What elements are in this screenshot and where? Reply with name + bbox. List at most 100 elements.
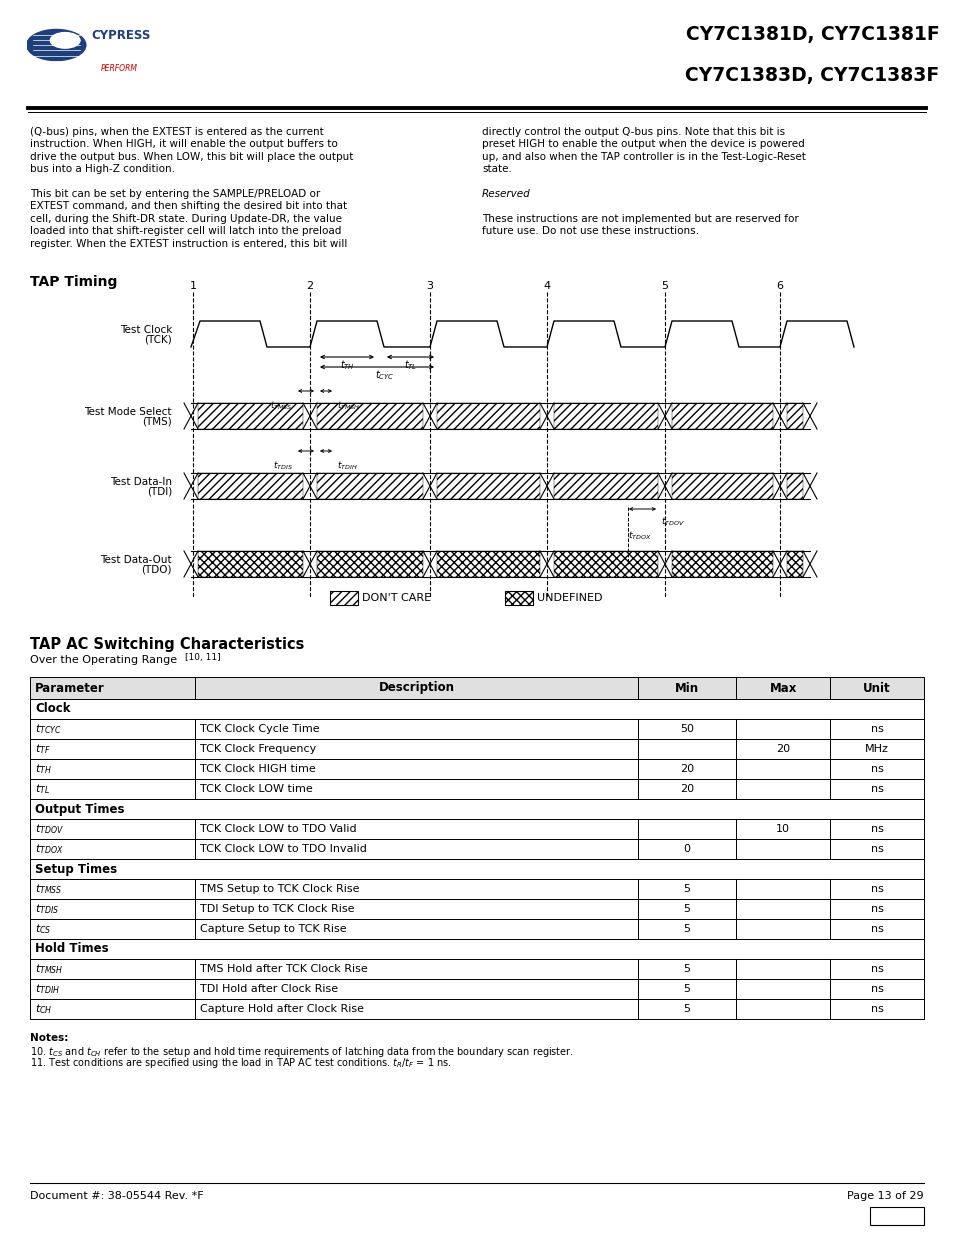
Text: ns: ns (870, 1004, 882, 1014)
Text: TMS Setup to TCK Clock Rise: TMS Setup to TCK Clock Rise (200, 884, 359, 894)
Text: up, and also when the TAP controller is in the Test-Logic-Reset: up, and also when the TAP controller is … (481, 152, 805, 162)
Text: $t_{TDIS}$: $t_{TDIS}$ (35, 902, 59, 916)
Text: TCK Clock LOW time: TCK Clock LOW time (200, 784, 313, 794)
Bar (30, 839, 923, 860)
Bar (30, 799, 923, 819)
Text: Setup Times: Setup Times (35, 862, 117, 876)
Text: ns: ns (870, 884, 882, 894)
Bar (30, 979, 923, 999)
Text: Hold Times: Hold Times (35, 942, 109, 956)
Text: Unit: Unit (862, 682, 890, 694)
Text: (Q-bus) pins, when the EXTEST is entered as the current: (Q-bus) pins, when the EXTEST is entered… (30, 127, 323, 137)
Circle shape (27, 30, 86, 61)
Text: 5: 5 (683, 965, 690, 974)
Text: 0: 0 (683, 844, 690, 853)
Text: TMS Hold after TCK Clock Rise: TMS Hold after TCK Clock Rise (200, 965, 368, 974)
Text: [10, 11]: [10, 11] (185, 653, 220, 662)
Text: 5: 5 (683, 984, 690, 994)
Text: Notes:: Notes: (30, 1032, 69, 1044)
Text: Test Clock: Test Clock (119, 325, 172, 335)
Text: instruction. When HIGH, it will enable the output buffers to: instruction. When HIGH, it will enable t… (30, 140, 337, 149)
Bar (30, 879, 923, 899)
Text: Test Data-In: Test Data-In (110, 477, 172, 487)
Bar (504, 592, 533, 605)
Bar (30, 760, 923, 779)
Text: Max: Max (769, 682, 796, 694)
Text: Document #: 38-05544 Rev. *F: Document #: 38-05544 Rev. *F (30, 1191, 203, 1200)
Bar (30, 899, 923, 919)
Text: Description: Description (378, 682, 455, 694)
Text: $t_{TH}$: $t_{TH}$ (35, 762, 51, 776)
Text: TCK Clock Cycle Time: TCK Clock Cycle Time (200, 724, 319, 734)
Text: TDI Hold after Clock Rise: TDI Hold after Clock Rise (200, 984, 338, 994)
Text: DON'T CARE: DON'T CARE (361, 593, 431, 603)
Text: $t_{TDOX}$: $t_{TDOX}$ (35, 842, 64, 856)
Text: Reserved: Reserved (481, 189, 530, 199)
Text: TAP AC Switching Characteristics: TAP AC Switching Characteristics (30, 637, 304, 652)
Text: $t_{CS}$: $t_{CS}$ (35, 923, 51, 936)
Text: cell, during the Shift-DR state. During Update-DR, the value: cell, during the Shift-DR state. During … (30, 214, 341, 224)
Text: CY7C1383D, CY7C1383F: CY7C1383D, CY7C1383F (684, 67, 939, 85)
Text: 11. Test conditions are specified using the load in TAP AC test conditions. $t_R: 11. Test conditions are specified using … (30, 1056, 451, 1070)
Text: 5: 5 (660, 282, 668, 291)
Text: ns: ns (870, 924, 882, 934)
Text: ns: ns (870, 824, 882, 834)
Text: 5: 5 (683, 924, 690, 934)
Text: $t_{TH}$: $t_{TH}$ (339, 358, 355, 372)
Text: $t_{CYC}$: $t_{CYC}$ (375, 368, 395, 382)
Text: TCK Clock LOW to TDO Invalid: TCK Clock LOW to TDO Invalid (200, 844, 367, 853)
Text: MHz: MHz (864, 743, 888, 755)
Text: $t_{TL}$: $t_{TL}$ (403, 358, 416, 372)
Text: EXTEST command, and then shifting the desired bit into that: EXTEST command, and then shifting the de… (30, 201, 347, 211)
Bar (30, 939, 923, 960)
Text: $t_{TMSH}$: $t_{TMSH}$ (35, 962, 63, 976)
Text: UNDEFINED: UNDEFINED (537, 593, 602, 603)
Text: $t_{TDIH}$: $t_{TDIH}$ (35, 982, 60, 995)
Text: 20: 20 (679, 784, 694, 794)
Text: preset HIGH to enable the output when the device is powered: preset HIGH to enable the output when th… (481, 140, 804, 149)
Text: Capture Hold after Clock Rise: Capture Hold after Clock Rise (200, 1004, 364, 1014)
Text: 5: 5 (683, 1004, 690, 1014)
Text: TCK Clock LOW to TDO Valid: TCK Clock LOW to TDO Valid (200, 824, 356, 834)
Text: TDI Setup to TCK Clock Rise: TDI Setup to TCK Clock Rise (200, 904, 355, 914)
Text: state.: state. (481, 164, 512, 174)
Text: future use. Do not use these instructions.: future use. Do not use these instruction… (481, 226, 699, 236)
Text: ns: ns (870, 784, 882, 794)
Text: ns: ns (870, 844, 882, 853)
Bar (30, 860, 923, 879)
Text: (TDO): (TDO) (141, 564, 172, 576)
Text: CY7C1381D, CY7C1381F: CY7C1381D, CY7C1381F (685, 25, 939, 43)
Text: Page 13 of 29: Page 13 of 29 (846, 1191, 923, 1200)
Text: $t_{TDOV}$: $t_{TDOV}$ (660, 516, 684, 529)
Text: Parameter: Parameter (35, 682, 105, 694)
Bar (30, 919, 923, 939)
Text: $t_{TDIS}$: $t_{TDIS}$ (273, 459, 293, 472)
Text: Over the Operating Range: Over the Operating Range (30, 655, 180, 664)
Text: ns: ns (870, 764, 882, 774)
Text: 20: 20 (776, 743, 789, 755)
Text: 20: 20 (679, 764, 694, 774)
Text: TCK Clock Frequency: TCK Clock Frequency (200, 743, 316, 755)
Text: drive the output bus. When LOW, this bit will place the output: drive the output bus. When LOW, this bit… (30, 152, 353, 162)
Bar (30, 699, 923, 719)
Text: $t_{TDIH}$: $t_{TDIH}$ (336, 459, 357, 472)
Text: 5: 5 (683, 904, 690, 914)
Text: Capture Setup to TCK Rise: Capture Setup to TCK Rise (200, 924, 347, 934)
Text: (TCK): (TCK) (144, 335, 172, 345)
Bar (30, 819, 923, 839)
Text: register. When the EXTEST instruction is entered, this bit will: register. When the EXTEST instruction is… (30, 238, 347, 248)
Circle shape (51, 32, 80, 48)
Text: ns: ns (870, 965, 882, 974)
Text: Min: Min (675, 682, 699, 694)
Bar (30, 677, 923, 699)
Text: 1: 1 (190, 282, 196, 291)
Text: ns: ns (870, 904, 882, 914)
Text: $t_{TDOX}$: $t_{TDOX}$ (627, 530, 651, 542)
Bar (30, 719, 923, 739)
Text: (TDI): (TDI) (147, 487, 172, 496)
Bar (330, 592, 357, 605)
Text: 4: 4 (543, 282, 550, 291)
Text: 5: 5 (683, 884, 690, 894)
Bar (30, 739, 923, 760)
Text: $t_{TF}$: $t_{TF}$ (35, 742, 51, 756)
